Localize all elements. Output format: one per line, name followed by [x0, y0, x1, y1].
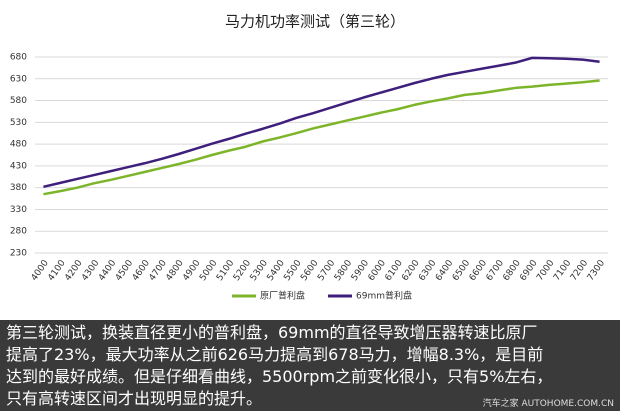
- caption-line: 第三轮测试，换装直径更小的普利盘，69mm的直径导致增压器转速比原厂: [6, 323, 538, 342]
- y-tick-label: 230: [10, 249, 27, 259]
- y-tick-label: 430: [10, 161, 27, 171]
- y-tick-label: 480: [10, 140, 27, 150]
- y-tick-label: 530: [10, 118, 27, 128]
- y-tick-label: 580: [10, 96, 27, 106]
- caption-line: 提高了23%，最大功率从之前626马力提高到678马力，增幅8.3%，是目前: [6, 345, 544, 364]
- x-tick-label: 7300: [586, 258, 607, 283]
- legend-label: 69mm普利盘: [356, 290, 412, 302]
- y-tick-label: 280: [10, 227, 27, 237]
- caption-line: 只有高转速区间才出现明显的提升。: [6, 389, 263, 408]
- y-tick-label: 380: [10, 183, 27, 193]
- legend-label: 原厂普利盘: [260, 290, 305, 302]
- y-tick-label: 680: [10, 53, 27, 63]
- series-line: [43, 56, 600, 189]
- chart: 马力机功率测试（第三轮） 230 280 330 380 430 480 530 580 630…: [10, 13, 608, 302]
- chart-title: 马力机功率测试（第三轮）: [225, 13, 405, 31]
- y-tick-label: 330: [10, 205, 27, 215]
- caption-line: 达到的最好成绩。但是仔细看曲线，5500rpm之前变化很小，只有5%左右，: [6, 367, 553, 386]
- y-tick-label: 630: [10, 74, 27, 84]
- watermark: 汽车之家 AUTOHOME.COM.CN: [482, 399, 614, 409]
- series-line: [43, 79, 600, 196]
- caption: 第三轮测试，换装直径更小的普利盘，69mm的直径导致增压器转速比原厂 提高了23…: [0, 320, 620, 411]
